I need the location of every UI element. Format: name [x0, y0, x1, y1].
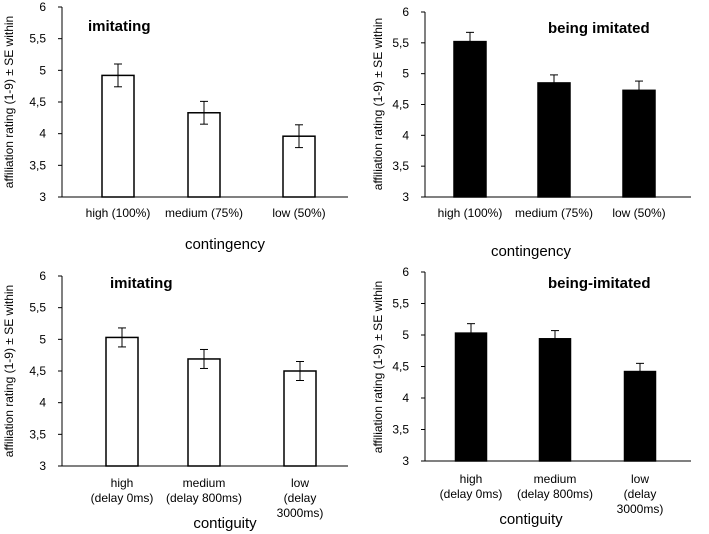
y-tick-label: 6 — [39, 269, 46, 283]
bar — [454, 332, 488, 462]
y-tick-label: 4,5 — [392, 360, 409, 374]
y-tick-label: 6 — [39, 0, 46, 14]
y-tick-label: 6 — [402, 265, 409, 279]
y-tick-label: 3,5 — [29, 427, 46, 441]
x-tick-label-line: (delay 800ms) — [166, 491, 242, 505]
y-tick-label: 5 — [402, 328, 409, 342]
y-axis-title: affiliation rating (1-9) ± SE within — [371, 18, 385, 190]
x-tick-label-line: medium (75%) — [165, 206, 243, 220]
panel-being-imitated-contiguity: being-imitated contiguity 3 3,5 4 4,5 5 5,5 6 a… — [371, 265, 691, 528]
y-tick-label: 4 — [402, 391, 409, 405]
x-tick-label-line: high (100%) — [438, 206, 503, 220]
chart-title: imitating — [110, 275, 173, 292]
x-tick-label-line: high — [111, 476, 134, 490]
y-tick-label: 3,5 — [392, 159, 409, 173]
x-tick-label: high (100%) — [86, 206, 151, 220]
y-tick-label: 3 — [402, 190, 409, 204]
panel-being-imitated-contingency: being imitated contingency 3 3,5 4 4,5 5 5,5 6… — [371, 5, 691, 260]
bar — [187, 112, 221, 198]
bar — [538, 338, 572, 462]
x-tick-label-line: high (100%) — [86, 206, 151, 220]
y-axis-title: affiliation rating (1-9) ± SE within — [2, 16, 16, 188]
y-tick-label: 3 — [39, 459, 46, 473]
x-tick-label: medium (delay 800ms) — [517, 472, 593, 501]
x-tick-label-line: high — [460, 472, 483, 486]
chart-title: imitating — [88, 18, 151, 35]
bar — [537, 82, 571, 198]
x-axis-title: contingency — [491, 243, 572, 260]
bar — [283, 370, 317, 467]
panel-imitating-contingency: imitating 3 3,5 4 4,5 5 5,5 6 affiliation ratin… — [2, 0, 348, 220]
x-tick-label: low (delay 3000ms) — [617, 472, 664, 516]
bar — [453, 40, 487, 198]
x-tick-label: high (delay 0ms) — [440, 472, 503, 501]
chart-title: being imitated — [548, 20, 650, 37]
bar — [105, 336, 139, 467]
y-tick-label: 4,5 — [29, 364, 46, 378]
y-tick-label: 4,5 — [392, 98, 409, 112]
x-tick-label: high (delay 0ms) — [91, 476, 154, 505]
x-axis-title: contiguity — [193, 515, 257, 532]
y-axis-title: affiliation rating (1-9) ± SE within — [371, 281, 385, 453]
x-tick-label: medium (75%) — [515, 206, 593, 220]
y-tick-label: 3,5 — [29, 158, 46, 172]
x-tick-label-line: medium — [183, 476, 226, 490]
x-tick-label-line: (delay 0ms) — [440, 487, 503, 501]
x-tick-label-line: medium (75%) — [515, 206, 593, 220]
x-tick-label: medium (75%) — [165, 206, 243, 220]
y-tick-label: 3 — [39, 190, 46, 204]
x-axis-title: contiguity — [499, 511, 563, 528]
y-tick-label: 3 — [402, 454, 409, 468]
x-tick-label-line: low (50%) — [612, 206, 665, 220]
x-tick-label-line: low — [291, 476, 309, 490]
x-tick-label-line: (delay 0ms) — [91, 491, 154, 505]
x-tick-label: low (50%) — [612, 206, 665, 220]
x-tick-label-line: (delay — [624, 487, 657, 501]
x-tick-label: high (100%) — [438, 206, 503, 220]
y-tick-label: 5 — [39, 332, 46, 346]
x-tick-label: low (50%) — [272, 206, 325, 220]
chart-title: being-imitated — [548, 275, 651, 292]
x-tick-label-line: (delay — [284, 491, 317, 505]
y-tick-label: 3,5 — [392, 423, 409, 437]
y-tick-label: 5,5 — [392, 36, 409, 50]
x-axis-title: contingency — [185, 236, 266, 253]
y-tick-label: 5 — [402, 67, 409, 81]
bar — [187, 358, 221, 467]
x-tick-label-line: (delay 800ms) — [517, 487, 593, 501]
x-tick-label-line: low (50%) — [272, 206, 325, 220]
bar — [623, 370, 657, 462]
x-tick-label: low (delay 3000ms) — [277, 476, 324, 520]
bar — [101, 74, 135, 198]
x-tick-label-line: low — [631, 472, 649, 486]
x-tick-label: medium (delay 800ms) — [166, 476, 242, 505]
y-tick-label: 4 — [402, 128, 409, 142]
x-tick-label-line: 3000ms) — [277, 506, 324, 520]
y-tick-label: 4 — [39, 127, 46, 141]
y-tick-label: 5 — [39, 63, 46, 77]
x-tick-label-line: medium — [534, 472, 577, 486]
y-tick-label: 5,5 — [29, 301, 46, 315]
bar — [622, 89, 656, 198]
y-axis-title: affiliation rating (1-9) ± SE within — [2, 285, 16, 457]
y-tick-label: 4 — [39, 396, 46, 410]
x-tick-label-line: 3000ms) — [617, 502, 664, 516]
y-tick-label: 4,5 — [29, 95, 46, 109]
y-tick-label: 5,5 — [29, 32, 46, 46]
y-tick-label: 5,5 — [392, 297, 409, 311]
panel-imitating-contiguity: imitating contingency contiguity 3 3,5 4 4,… — [2, 236, 348, 532]
y-tick-label: 6 — [402, 5, 409, 19]
